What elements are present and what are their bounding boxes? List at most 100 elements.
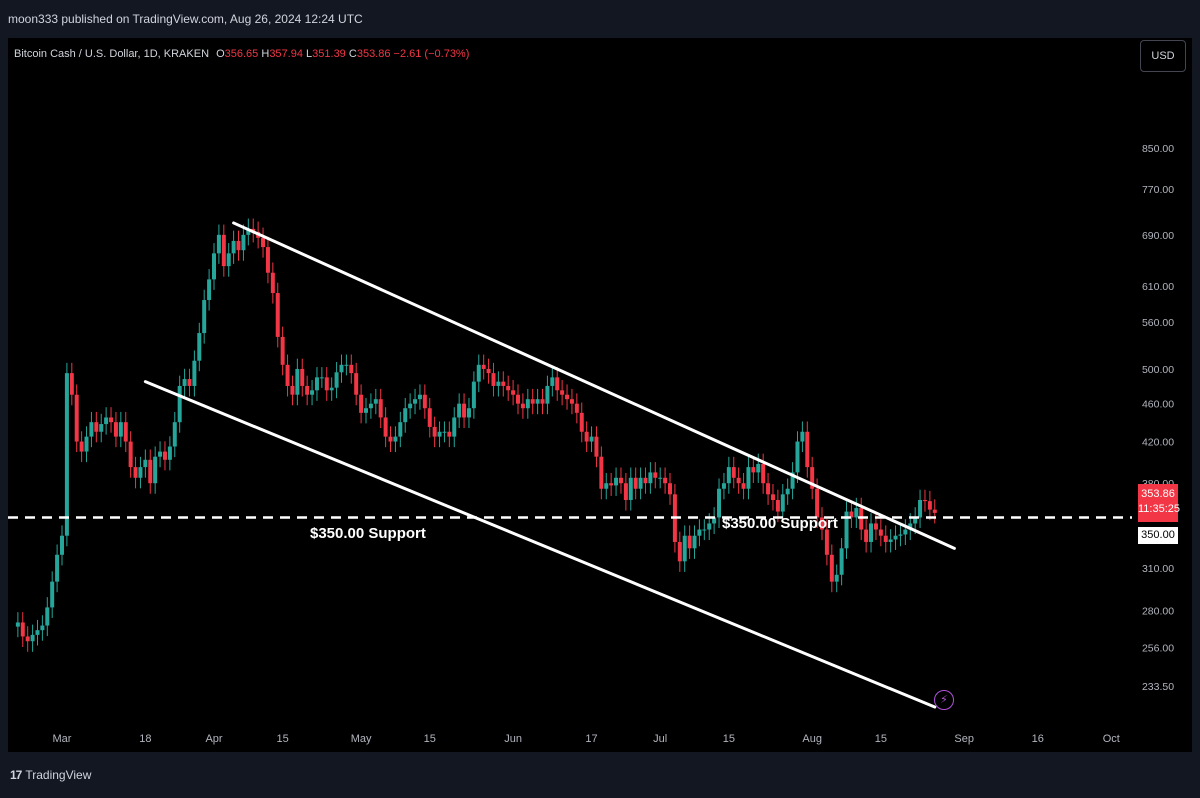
channel-upper-trendline[interactable] [232, 221, 956, 550]
candle-body [344, 364, 349, 366]
candle [609, 472, 614, 496]
candle [888, 529, 893, 553]
candle [427, 397, 432, 438]
candle-body [349, 364, 354, 374]
candle [447, 421, 452, 448]
candle-body [462, 403, 467, 418]
overlays-layer [8, 221, 1132, 709]
candle [60, 525, 64, 566]
candle-body [506, 385, 511, 391]
last-price-tag: 353.86 11:35:25 [1138, 484, 1180, 522]
candle-body [84, 436, 89, 452]
candle [466, 397, 471, 429]
candle-body [123, 422, 128, 442]
candle [697, 519, 702, 547]
time-tick-label: 17 [585, 733, 597, 745]
candle-body [707, 523, 712, 530]
candle [663, 467, 668, 494]
candle-body [109, 417, 114, 423]
candle [30, 624, 35, 652]
candle-body [638, 477, 643, 489]
candle [177, 375, 182, 433]
candle [653, 462, 658, 489]
low-label: L [306, 48, 313, 60]
candle-body [417, 394, 422, 400]
time-tick-label: Sep [954, 733, 974, 745]
candle [378, 388, 383, 429]
candle-body [364, 408, 368, 413]
candle [74, 384, 79, 453]
candle [584, 421, 589, 453]
candle-body [878, 529, 883, 536]
candle-body [64, 373, 69, 536]
time-tick-label: Aug [802, 733, 822, 745]
candle-body [285, 364, 290, 386]
chart-frame[interactable]: 850.00 770.00 690.00 610.00 560.00 500.00 460.… [8, 38, 1192, 752]
candle [614, 467, 619, 496]
candle-body [30, 634, 35, 642]
candle [275, 282, 280, 348]
candle [104, 407, 109, 435]
candle [540, 388, 545, 415]
candle-body [908, 523, 913, 530]
candle-body [540, 399, 545, 404]
price-tick-label: 420.00 [1142, 437, 1174, 449]
candle-body [854, 508, 859, 518]
candle-body [614, 477, 619, 486]
time-tick-label: 15 [875, 733, 887, 745]
candle [731, 456, 736, 489]
candle [123, 411, 128, 453]
candle [373, 388, 378, 415]
candle-body [560, 390, 565, 395]
candle-body [427, 408, 432, 427]
candle-body [873, 523, 878, 530]
candle [820, 507, 824, 541]
candle [310, 380, 315, 406]
time-axis[interactable]: Mar 18 Apr 15 May 15 Jun 17 Jul 15 Aug 15 Sep 16 Oct [53, 733, 1120, 745]
price-axis[interactable]: 850.00 770.00 690.00 610.00 560.00 500.00 460.… [1142, 143, 1174, 693]
candle [712, 507, 717, 534]
candle [270, 262, 275, 304]
candle-body [432, 426, 437, 437]
candle-body [167, 446, 172, 460]
candle-body [398, 422, 403, 437]
candle [398, 411, 403, 448]
candle-body [741, 483, 746, 489]
candle [800, 421, 805, 453]
candle-body [648, 472, 653, 484]
candle [216, 224, 221, 264]
candle [128, 431, 133, 478]
candle [84, 426, 89, 463]
candle-body [805, 431, 810, 468]
candle-body [525, 399, 530, 409]
candle-body [511, 390, 516, 395]
support-price-tag: 350.00 [1138, 527, 1178, 544]
candle [834, 564, 839, 593]
candle [761, 453, 766, 494]
candle-body [15, 622, 20, 627]
candle [334, 362, 339, 399]
candle-body [226, 253, 231, 267]
currency-button[interactable]: USD [1140, 40, 1186, 72]
top-bar: moon333 published on TradingView.com, Au… [0, 0, 1200, 38]
tradingview-logo[interactable]: 17 TradingView [10, 768, 91, 782]
candle-body [736, 477, 741, 484]
candle-body [893, 535, 898, 540]
candle-body [452, 417, 457, 437]
candle-body [677, 541, 682, 562]
candle [113, 411, 118, 448]
channel-lower-trendline[interactable] [143, 380, 937, 709]
candle-body [501, 381, 506, 386]
lightning-icon[interactable]: ⚡ [934, 690, 954, 710]
candle [329, 377, 334, 401]
open-label: O [216, 48, 225, 60]
candle-body [918, 499, 923, 518]
candle-body [574, 403, 579, 413]
candlestick-chart[interactable]: 850.00 770.00 690.00 610.00 560.00 500.00 460.… [8, 38, 1192, 752]
candle [422, 384, 427, 419]
candle [236, 230, 241, 261]
candle-body [618, 477, 623, 484]
candle [893, 525, 898, 550]
candle [212, 243, 216, 290]
candle [638, 467, 643, 500]
